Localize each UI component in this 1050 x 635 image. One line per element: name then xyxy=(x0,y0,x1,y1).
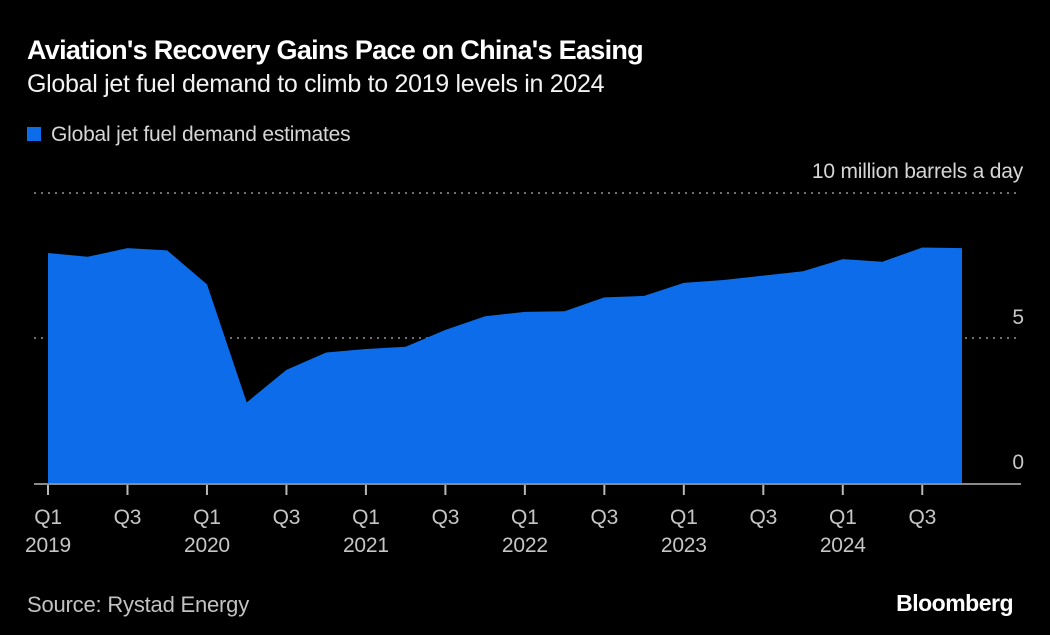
legend-swatch-icon xyxy=(27,127,41,141)
x-tick-label: Q1 xyxy=(34,506,62,529)
y-axis-label-5: 5 xyxy=(1012,306,1024,329)
y-axis-unit-label: 10 million barrels a day xyxy=(811,160,1023,183)
x-year-label: 2020 xyxy=(183,534,230,557)
x-tick-label: Q3 xyxy=(590,506,619,529)
x-year-label: 2024 xyxy=(819,534,866,557)
source-credit: Source: Rystad Energy xyxy=(27,592,250,617)
x-year-label: 2021 xyxy=(342,534,389,557)
x-tick-label: Q1 xyxy=(352,506,380,529)
page-title: Aviation's Recovery Gains Pace on China'… xyxy=(27,35,644,65)
legend-label: Global jet fuel demand estimates xyxy=(51,122,351,146)
x-tick-label: Q3 xyxy=(431,506,460,529)
legend: Global jet fuel demand estimates xyxy=(27,122,351,146)
x-tick-label: Q1 xyxy=(193,506,221,529)
x-year-label: 2023 xyxy=(660,534,707,557)
x-tick-label: Q1 xyxy=(828,506,857,529)
x-tick-label: Q1 xyxy=(670,506,698,529)
demand-area-series xyxy=(48,247,962,483)
x-tick-label: Q1 xyxy=(511,506,539,529)
x-tick-label: Q3 xyxy=(113,506,142,529)
bloomberg-logo: Bloomberg xyxy=(896,590,1013,616)
page-subtitle: Global jet fuel demand to climb to 2019 … xyxy=(27,70,605,98)
y-axis-label-0: 0 xyxy=(1012,451,1024,474)
x-year-label: 2019 xyxy=(25,534,71,557)
x-year-label: 2022 xyxy=(501,534,548,557)
x-tick-label: Q3 xyxy=(749,506,778,529)
x-tick-label: Q3 xyxy=(908,506,937,529)
x-tick-label: Q3 xyxy=(272,506,301,529)
